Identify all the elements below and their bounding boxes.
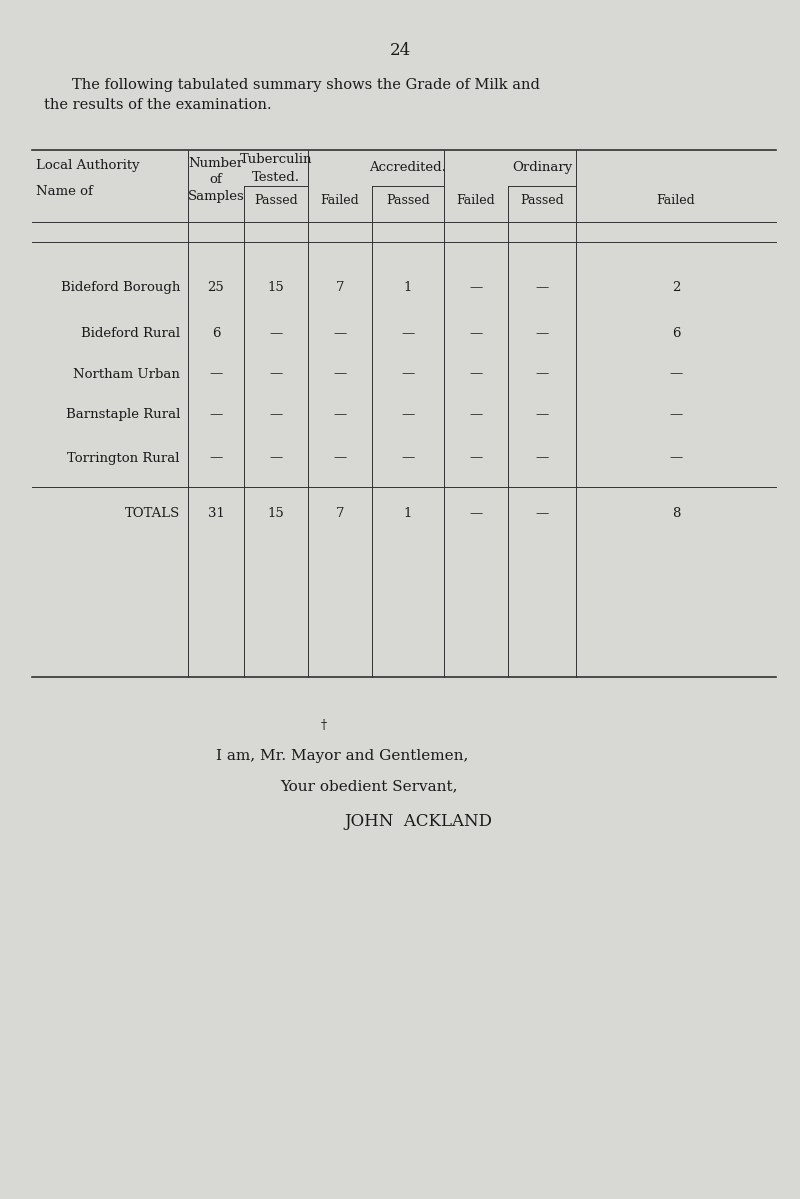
Text: Barnstaple Rural: Barnstaple Rural bbox=[66, 409, 180, 421]
Text: —: — bbox=[670, 368, 682, 380]
Text: —: — bbox=[670, 452, 682, 464]
Text: —: — bbox=[402, 368, 414, 380]
Text: —: — bbox=[270, 452, 282, 464]
Text: —: — bbox=[334, 368, 346, 380]
Text: Failed: Failed bbox=[321, 194, 359, 206]
Text: Ordinary: Ordinary bbox=[512, 162, 572, 174]
Text: 6: 6 bbox=[212, 327, 220, 339]
Text: —: — bbox=[670, 409, 682, 421]
Text: —: — bbox=[210, 368, 222, 380]
Text: —: — bbox=[334, 409, 346, 421]
Text: Northam Urban: Northam Urban bbox=[73, 368, 180, 380]
Text: 8: 8 bbox=[672, 507, 680, 519]
Text: Torrington Rural: Torrington Rural bbox=[67, 452, 180, 464]
Text: —: — bbox=[210, 452, 222, 464]
Text: —: — bbox=[535, 368, 549, 380]
Text: TOTALS: TOTALS bbox=[125, 507, 180, 519]
Text: 31: 31 bbox=[207, 507, 225, 519]
Text: the results of the examination.: the results of the examination. bbox=[44, 98, 272, 113]
Text: Tested.: Tested. bbox=[252, 171, 300, 183]
Text: —: — bbox=[470, 368, 482, 380]
Text: 7: 7 bbox=[336, 282, 344, 294]
Text: —: — bbox=[402, 452, 414, 464]
Text: 2: 2 bbox=[672, 282, 680, 294]
Text: JOHN  ACKLAND: JOHN ACKLAND bbox=[344, 813, 492, 830]
Text: Accredited.: Accredited. bbox=[370, 162, 446, 174]
Text: 7: 7 bbox=[336, 507, 344, 519]
Text: —: — bbox=[470, 282, 482, 294]
Text: 1: 1 bbox=[404, 282, 412, 294]
Text: 24: 24 bbox=[390, 42, 410, 59]
Text: The following tabulated summary shows the Grade of Milk and: The following tabulated summary shows th… bbox=[72, 78, 540, 92]
Text: —: — bbox=[270, 368, 282, 380]
Text: —: — bbox=[470, 409, 482, 421]
Text: I am, Mr. Mayor and Gentlemen,: I am, Mr. Mayor and Gentlemen, bbox=[216, 749, 468, 764]
Text: Bideford Borough: Bideford Borough bbox=[61, 282, 180, 294]
Text: —: — bbox=[535, 409, 549, 421]
Text: —: — bbox=[270, 409, 282, 421]
Text: —: — bbox=[535, 282, 549, 294]
Text: 15: 15 bbox=[268, 282, 284, 294]
Text: —: — bbox=[402, 409, 414, 421]
Text: —: — bbox=[402, 327, 414, 339]
Text: 15: 15 bbox=[268, 507, 284, 519]
Text: of: of bbox=[210, 174, 222, 186]
Text: Passed: Passed bbox=[254, 194, 298, 206]
Text: —: — bbox=[470, 327, 482, 339]
Text: 6: 6 bbox=[672, 327, 680, 339]
Text: 25: 25 bbox=[208, 282, 224, 294]
Text: —: — bbox=[210, 409, 222, 421]
Text: —: — bbox=[270, 327, 282, 339]
Text: 1: 1 bbox=[404, 507, 412, 519]
Text: —: — bbox=[334, 327, 346, 339]
Text: —: — bbox=[535, 452, 549, 464]
Text: Passed: Passed bbox=[520, 194, 564, 206]
Text: Samples: Samples bbox=[188, 191, 244, 203]
Text: Name of: Name of bbox=[36, 186, 93, 198]
Text: —: — bbox=[470, 452, 482, 464]
Text: Failed: Failed bbox=[457, 194, 495, 206]
Text: Tuberculin: Tuberculin bbox=[240, 153, 312, 165]
Text: —: — bbox=[535, 327, 549, 339]
Text: Failed: Failed bbox=[657, 194, 695, 206]
Text: —: — bbox=[470, 507, 482, 519]
Text: —: — bbox=[334, 452, 346, 464]
Text: Your obedient Servant,: Your obedient Servant, bbox=[280, 779, 458, 794]
Text: †: † bbox=[321, 719, 327, 733]
Text: Bideford Rural: Bideford Rural bbox=[81, 327, 180, 339]
Text: Passed: Passed bbox=[386, 194, 430, 206]
Text: Number: Number bbox=[189, 157, 243, 169]
Text: Local Authority: Local Authority bbox=[36, 159, 140, 171]
Text: —: — bbox=[535, 507, 549, 519]
